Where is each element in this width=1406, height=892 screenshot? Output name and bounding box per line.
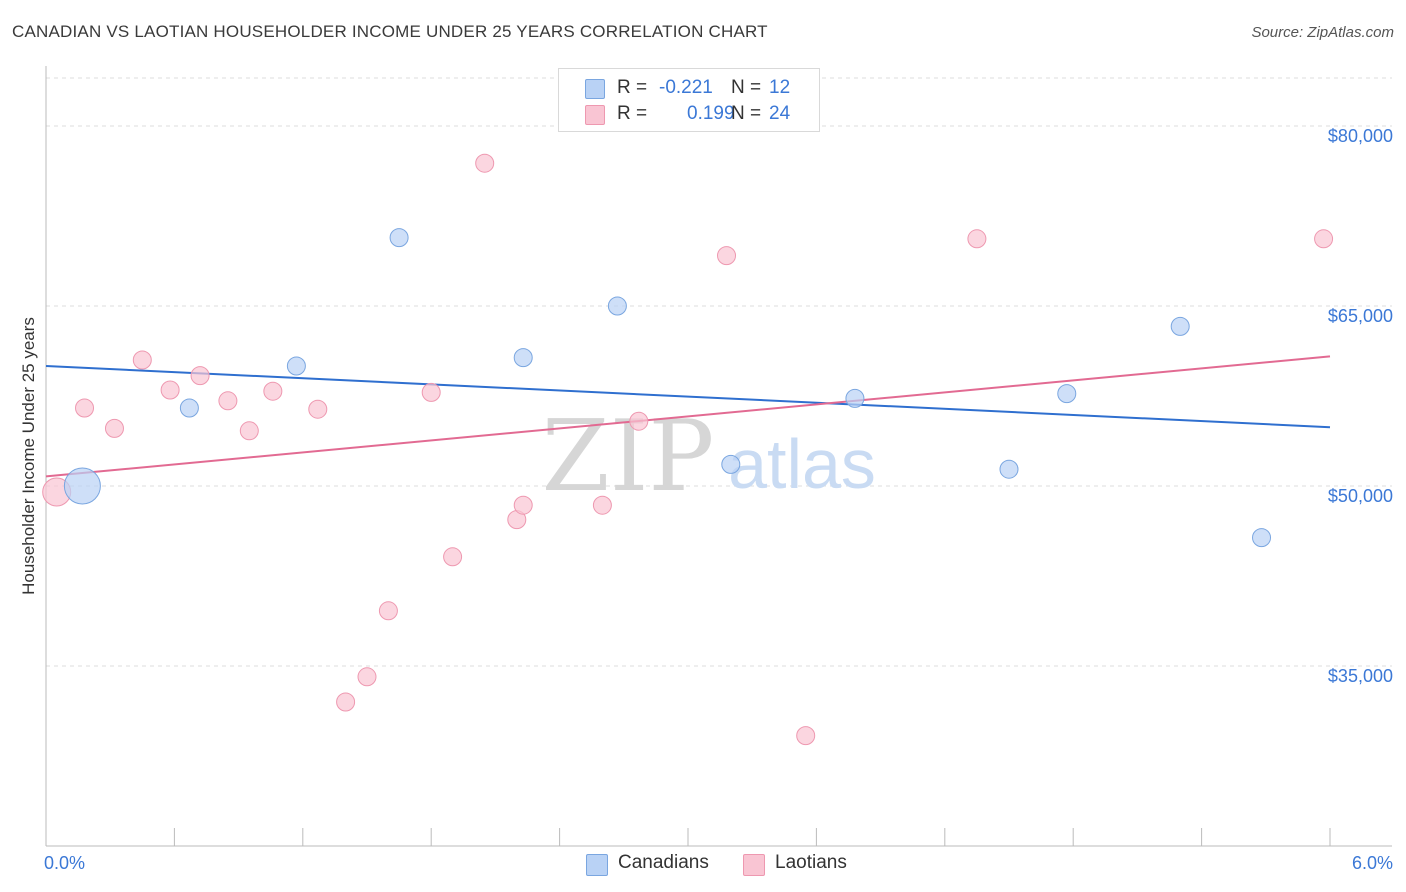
laotian-point [336, 692, 356, 712]
r-label: R = [617, 103, 648, 124]
laotian-point [796, 726, 816, 746]
laotian-point [190, 366, 210, 386]
laotian-point [717, 246, 737, 266]
y-tick-label: $65,000 [1328, 306, 1393, 326]
canadian-point [607, 296, 627, 316]
laotian-point [967, 229, 987, 249]
y-tick-labels: $35,000 $50,000 $65,000 $80,000 [1328, 126, 1393, 686]
n-value: 24 [769, 103, 791, 124]
trend-lines [45, 355, 1331, 478]
r-label: R = [617, 77, 648, 98]
laotian-point [104, 418, 124, 438]
laotian-point [357, 667, 377, 687]
watermark-zip: ZIP [542, 400, 715, 514]
laotians-swatch [743, 854, 765, 876]
laotian-point [513, 495, 533, 515]
x-tick-label: 0.0% [44, 853, 85, 873]
source-label: Source: ZipAtlas.com [1251, 24, 1394, 41]
r-value: 0.199 [687, 103, 735, 124]
watermark-atlas: atlas [728, 425, 876, 503]
legend-label: Canadians [618, 852, 709, 873]
legend-label: Laotians [775, 852, 847, 873]
watermark: ZIP atlas [542, 400, 876, 514]
x-tick-label: 6.0% [1352, 853, 1393, 873]
axes [45, 66, 1392, 847]
canadian-point [721, 454, 741, 474]
canadians-trend-line [45, 365, 1331, 429]
laotian-point [421, 382, 441, 402]
y-axis-label: Householder Income Under 25 years [19, 317, 38, 595]
correlation-legend: R = -0.221 N = 12 R = 0.199 N = 24 [558, 68, 820, 132]
laotian-point [160, 380, 180, 400]
gridlines [46, 77, 1392, 667]
laotian-point [592, 495, 612, 515]
canadians-swatch [586, 854, 608, 876]
laotian-point [308, 399, 328, 419]
canadian-point [179, 398, 199, 418]
canadian-point [286, 356, 306, 376]
canadian-point [389, 228, 409, 248]
laotians-trend-line [45, 355, 1331, 478]
data-points [42, 153, 1334, 746]
laotian-point [239, 421, 259, 441]
laotian-point [263, 381, 283, 401]
n-value: 12 [769, 77, 791, 98]
chart-title: CANADIAN VS LAOTIAN HOUSEHOLDER INCOME U… [12, 22, 768, 41]
canadian-point [845, 388, 865, 408]
canadians-swatch [585, 79, 605, 99]
laotian-point [1314, 229, 1334, 249]
laotian-point [378, 601, 398, 621]
laotians-swatch [585, 105, 605, 125]
y-tick-label: $80,000 [1328, 126, 1393, 146]
canadian-point [513, 348, 533, 368]
x-tick-labels: 0.0% 6.0% [44, 853, 1393, 873]
canadian-point [999, 459, 1019, 479]
y-tick-label: $50,000 [1328, 486, 1393, 506]
n-label: N = [731, 77, 762, 98]
laotian-point [132, 350, 152, 370]
laotian-point [475, 153, 495, 173]
canadian-point [1057, 384, 1077, 404]
laotian-point [218, 391, 238, 411]
canadian-point [1252, 528, 1272, 548]
laotian-point [443, 547, 463, 567]
canadian-point [1170, 316, 1190, 336]
canadian-point [63, 467, 101, 505]
n-label: N = [731, 103, 762, 124]
r-value: -0.221 [659, 77, 713, 98]
y-tick-label: $35,000 [1328, 666, 1393, 686]
laotian-point [629, 411, 649, 431]
laotian-point [75, 398, 95, 418]
